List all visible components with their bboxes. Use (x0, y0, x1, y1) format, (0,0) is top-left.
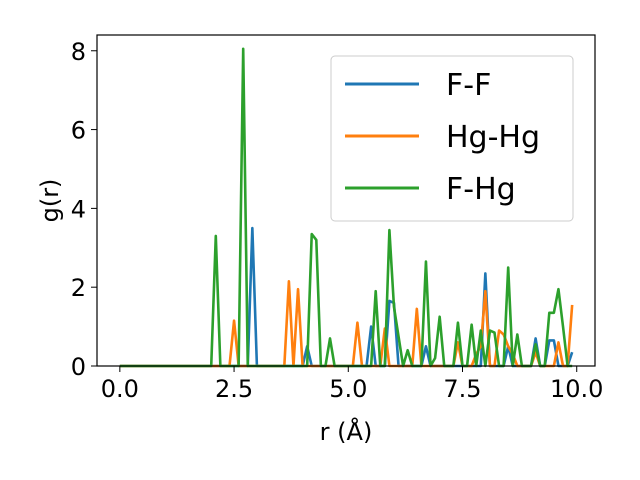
x-tick-label: 2.5 (215, 375, 253, 403)
legend-label-hg-hg: Hg-Hg (446, 120, 540, 155)
legend-box (330, 55, 574, 222)
x-tick-label: 5.0 (329, 375, 367, 403)
y-tick-label: 4 (71, 195, 86, 223)
y-tick-label: 2 (71, 274, 86, 302)
legend-label-f-hg: F-Hg (446, 172, 516, 207)
x-tick-label: 10.0 (550, 375, 603, 403)
legend-label-f-f: F-F (446, 68, 491, 103)
y-axis-label: g(r) (36, 179, 64, 223)
y-tick-label: 0 (71, 353, 86, 381)
x-tick-label: 0.0 (101, 375, 139, 403)
legend: F-F Hg-Hg F-Hg (330, 55, 574, 222)
y-tick-label: 8 (71, 38, 86, 66)
legend-entries: F-F Hg-Hg F-Hg (345, 68, 540, 207)
y-axis: 0 2 4 6 8 (71, 38, 97, 381)
x-tick-label: 7.5 (443, 375, 481, 403)
plot-frame (96, 34, 596, 367)
x-axis-label: r (Å) (320, 417, 373, 446)
x-axis: 0.0 2.5 5.0 7.5 10.0 (101, 366, 603, 403)
y-tick-label: 6 (71, 117, 86, 145)
